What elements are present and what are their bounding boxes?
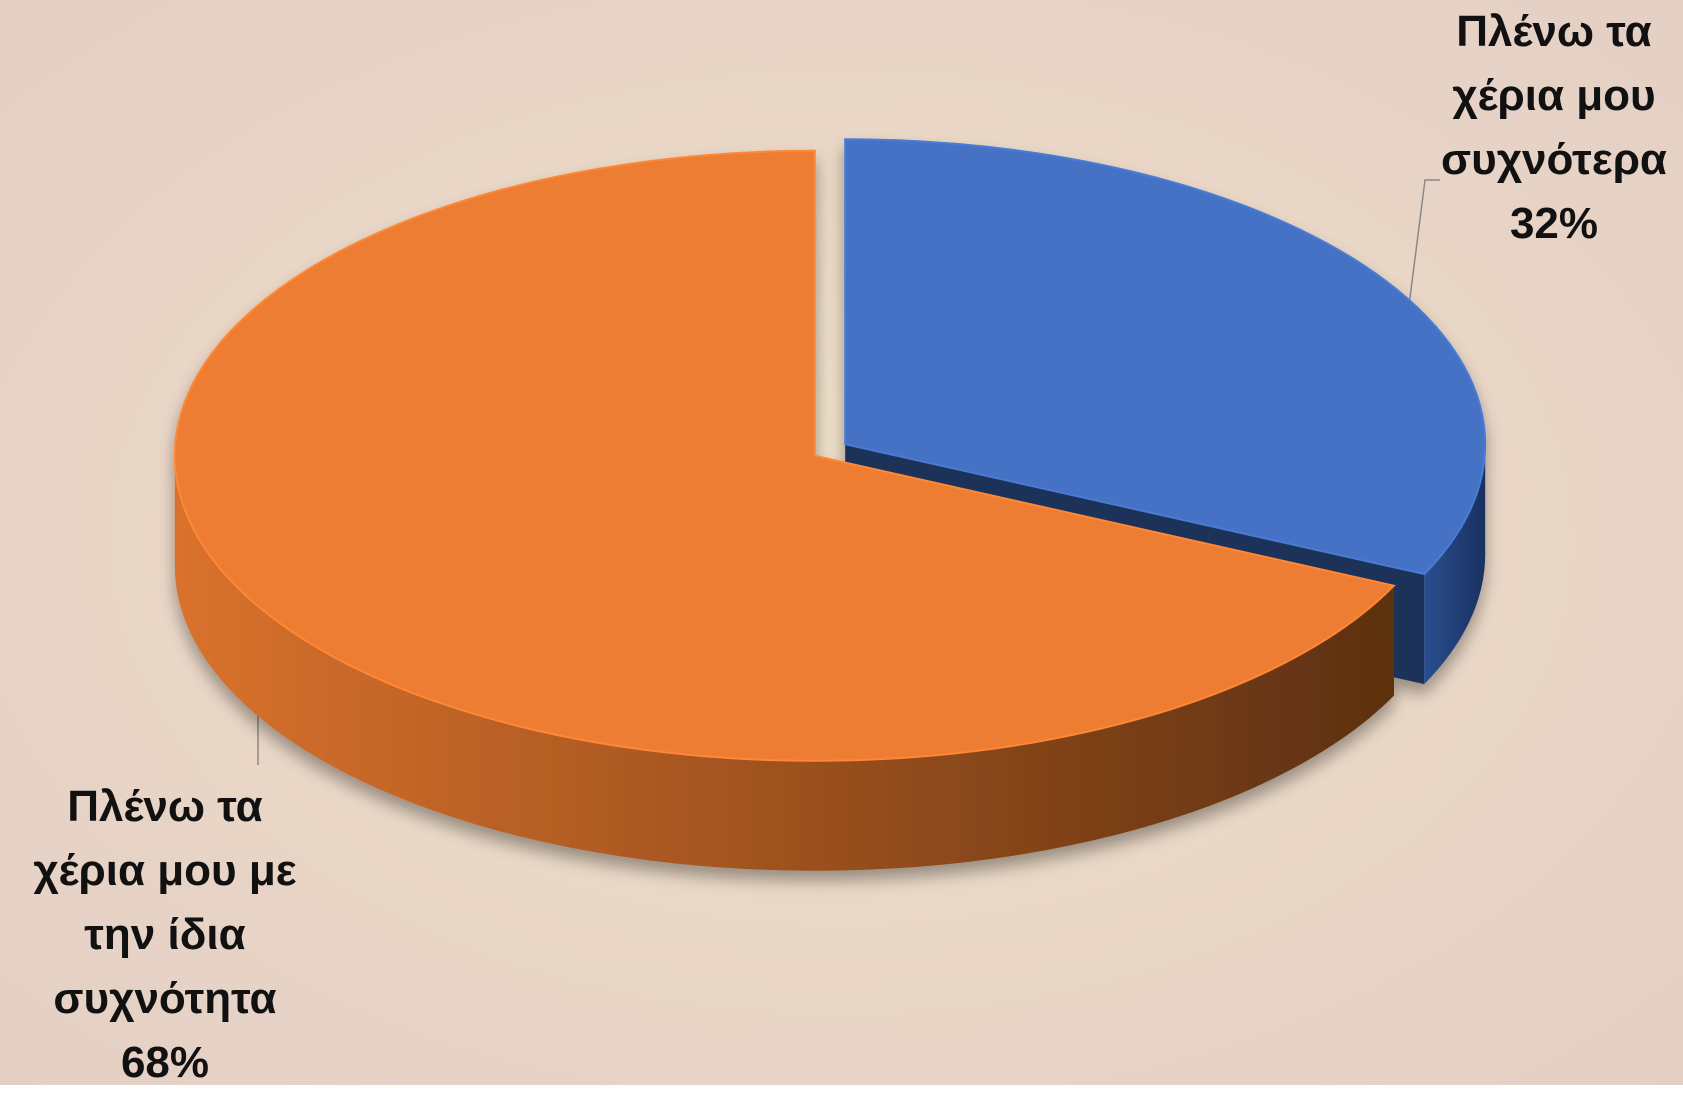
slice-label-line: Πλένω τα [1456,7,1652,56]
slice-label-line: την ίδια [84,910,246,959]
slice-side-68% [174,455,1394,871]
pie-slice-68%[interactable] [173,149,1396,762]
slice-label-line: συχνότερα [1441,135,1667,184]
slice-label-line: Πλένω τα [67,782,263,831]
pie-slice-32%[interactable] [844,138,1487,576]
slice-label-line: χέρια μου [1452,71,1656,120]
slice-label-line: χέρια μου με [33,846,297,895]
slice-side-32% [1424,444,1486,685]
leader-line-32 [1408,179,1440,304]
slice-label-line: συχνότητα [53,974,277,1023]
slice-value-label: 32% [1509,199,1599,248]
slice-label-32: Πλένω τα χέρια μου συχνότερα 32% [1425,0,1683,256]
slice-label-68: Πλένω τα χέρια μου με την ίδια συχνότητα… [0,775,330,1095]
slice-value-label: 68% [120,1038,210,1087]
